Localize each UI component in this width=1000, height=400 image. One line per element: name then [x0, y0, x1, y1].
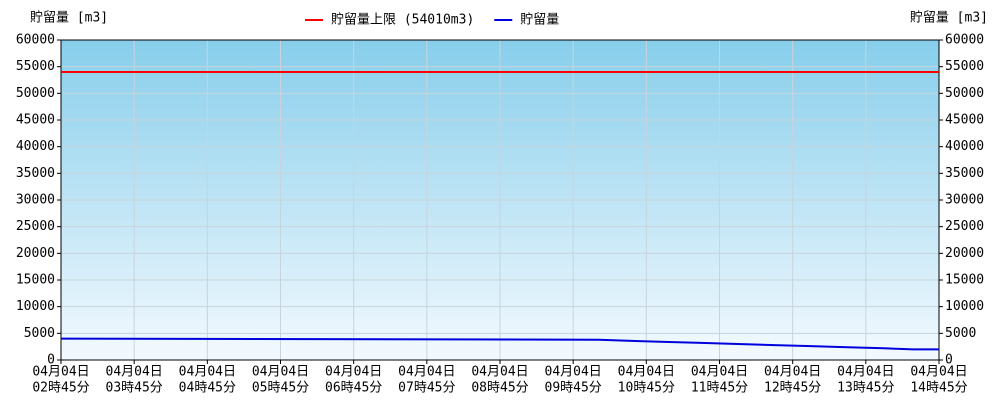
y2-tick-label: 5000: [945, 326, 976, 341]
y2-axis-label: 貯留量 [m3]: [910, 11, 988, 26]
x-tick-label: 04月04日: [545, 365, 602, 380]
x-tick-label: 03時45分: [106, 381, 163, 396]
x-tick-label: 04月04日: [179, 365, 236, 380]
y-axis-label: 貯留量 [m3]: [30, 11, 108, 26]
y-tick-label: 45000: [16, 113, 55, 128]
y-tick-label: 10000: [16, 299, 55, 314]
x-tick-label: 05時45分: [252, 381, 309, 396]
x-tick-label: 02時45分: [32, 381, 89, 396]
x-tick-label: 08時45分: [471, 381, 528, 396]
y-tick-label: 55000: [16, 59, 55, 74]
x-tick-label: 10時45分: [618, 381, 675, 396]
x-tick-label: 04時45分: [179, 381, 236, 396]
series-line: [60, 337, 939, 351]
y2-tick-label: 25000: [945, 219, 984, 234]
y2-tick-label: 40000: [945, 139, 984, 154]
x-tick-label: 09時45分: [545, 381, 602, 396]
x-tick-label: 07時45分: [398, 381, 455, 396]
x-tick-label: 13時45分: [837, 381, 894, 396]
y2-tick-label: 50000: [945, 86, 984, 101]
legend-label: 貯留量上限 (54010m3): [331, 13, 474, 28]
legend-label: 貯留量: [520, 13, 559, 28]
y-tick-label: 0: [47, 353, 55, 368]
y2-tick-label: 60000: [945, 33, 984, 48]
y-tick-label: 40000: [16, 139, 55, 154]
x-tick-label: 04月04日: [252, 365, 309, 380]
x-tick-label: 14時45分: [910, 381, 967, 396]
x-tick-label: 04月04日: [764, 365, 821, 380]
y2-tick-label: 15000: [945, 273, 984, 288]
y-tick-label: 30000: [16, 193, 55, 208]
x-tick-label: 04月04日: [910, 365, 967, 380]
y-tick-label: 60000: [16, 33, 55, 48]
y2-tick-label: 10000: [945, 299, 984, 314]
y-tick-label: 25000: [16, 219, 55, 234]
y2-tick-label: 30000: [945, 193, 984, 208]
x-tick-label: 04月04日: [691, 365, 748, 380]
y2-tick-label: 20000: [945, 246, 984, 261]
x-tick-label: 06時45分: [325, 381, 382, 396]
y2-tick-label: 35000: [945, 166, 984, 181]
y2-tick-label: 55000: [945, 59, 984, 74]
x-tick-label: 12時45分: [764, 381, 821, 396]
y-tick-label: 50000: [16, 86, 55, 101]
x-tick-label: 04月04日: [106, 365, 163, 380]
plot-frame: [60, 39, 940, 361]
y-tick-label: 15000: [16, 273, 55, 288]
x-tick-label: 04月04日: [471, 365, 528, 380]
x-tick-label: 04月04日: [398, 365, 455, 380]
y-tick-label: 5000: [24, 326, 55, 341]
y-tick-label: 35000: [16, 166, 55, 181]
x-tick-label: 04月04日: [618, 365, 675, 380]
x-tick-label: 04月04日: [325, 365, 382, 380]
y2-tick-label: 0: [945, 353, 953, 368]
x-tick-label: 11時45分: [691, 381, 748, 396]
y2-tick-label: 45000: [945, 113, 984, 128]
x-tick-label: 04月04日: [32, 365, 89, 380]
x-tick-label: 04月04日: [837, 365, 894, 380]
y-tick-label: 20000: [16, 246, 55, 261]
